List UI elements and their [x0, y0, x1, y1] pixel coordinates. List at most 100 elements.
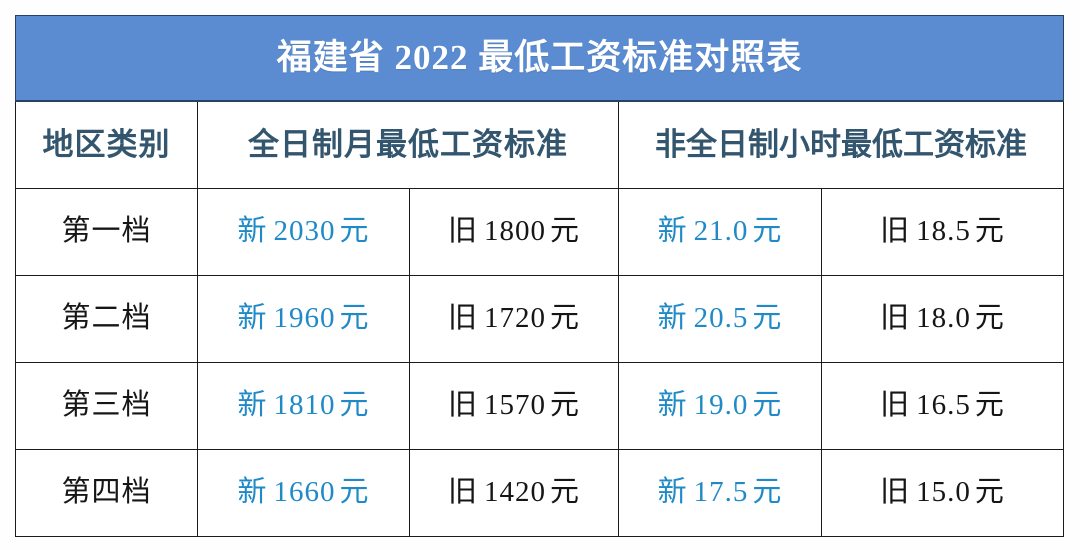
old-label: 旧 [880, 215, 911, 248]
table-row: 第四档 新 1660 元 旧 1420 元 新 17.5 元 旧 15.0 元 [15, 449, 1065, 537]
monthly-old-value: 旧 1800 元 [448, 215, 580, 247]
new-label: 新 [237, 476, 268, 509]
hourly-old-number: 18.5 [916, 215, 971, 248]
hourly-new-value: 新 20.5 元 [658, 302, 783, 334]
cell-hourly-new: 新 20.5 元 [618, 275, 822, 363]
hourly-new-unit: 元 [752, 476, 783, 509]
page-title: 福建省 2022 最低工资标准对照表 [276, 37, 803, 77]
hourly-new-unit: 元 [752, 389, 783, 422]
hourly-new-unit: 元 [752, 215, 783, 248]
column-header-region-label: 地区类别 [42, 127, 171, 163]
hourly-new-number: 17.5 [693, 476, 749, 509]
cell-monthly-new: 新 2030 元 [197, 188, 410, 276]
table-row: 第一档 新 2030 元 旧 1800 元 新 21.0 元 旧 18.5 元 [15, 188, 1065, 276]
column-header-region: 地区类别 [15, 100, 198, 189]
tier-label: 第三档 [61, 389, 152, 422]
minimum-wage-table: 福建省 2022 最低工资标准对照表 地区类别 全日制月最低工资标准 非全日制小… [14, 15, 1065, 537]
hourly-old-unit: 元 [974, 476, 1005, 509]
cell-monthly-old: 旧 1800 元 [409, 188, 619, 276]
cell-hourly-old: 旧 15.0 元 [820, 449, 1065, 537]
monthly-new-value: 新 2030 元 [237, 215, 369, 247]
new-label: 新 [237, 389, 268, 422]
monthly-new-unit: 元 [339, 476, 370, 509]
old-label: 旧 [880, 476, 911, 509]
monthly-old-number: 1800 [484, 215, 546, 248]
hourly-new-number: 21.0 [693, 215, 749, 248]
monthly-old-unit: 元 [550, 215, 581, 248]
monthly-new-number: 2030 [273, 215, 336, 248]
new-label: 新 [657, 215, 688, 248]
table-row: 第三档 新 1810 元 旧 1570 元 新 19.0 元 旧 16.5 元 [15, 362, 1065, 450]
cell-tier: 第一档 [15, 188, 198, 276]
hourly-new-unit: 元 [752, 302, 783, 335]
monthly-new-value: 新 1810 元 [237, 389, 369, 421]
monthly-old-value: 旧 1420 元 [448, 476, 580, 508]
hourly-old-number: 18.0 [916, 302, 971, 335]
monthly-new-unit: 元 [339, 215, 370, 248]
hourly-new-number: 20.5 [693, 302, 749, 335]
hourly-old-value: 旧 15.0 元 [880, 476, 1005, 508]
tier-label: 第四档 [61, 476, 152, 509]
column-header-hourly: 非全日制小时最低工资标准 [617, 100, 1065, 189]
cell-monthly-old: 旧 1570 元 [409, 362, 619, 450]
monthly-new-value: 新 1660 元 [237, 476, 369, 508]
cell-hourly-new: 新 21.0 元 [618, 188, 822, 276]
old-label: 旧 [447, 215, 478, 248]
cell-monthly-new: 新 1660 元 [197, 449, 410, 537]
table-header-row: 地区类别 全日制月最低工资标准 非全日制小时最低工资标准 [15, 100, 1065, 189]
column-header-monthly-label: 全日制月最低工资标准 [248, 127, 568, 163]
monthly-old-unit: 元 [550, 389, 581, 422]
old-label: 旧 [447, 389, 478, 422]
hourly-old-number: 15.0 [916, 476, 971, 509]
new-label: 新 [237, 302, 268, 335]
cell-tier: 第四档 [15, 449, 198, 537]
table-row: 第二档 新 1960 元 旧 1720 元 新 20.5 元 旧 18.0 元 [15, 275, 1065, 363]
column-header-hourly-label: 非全日制小时最低工资标准 [655, 127, 1028, 163]
monthly-new-unit: 元 [339, 389, 370, 422]
hourly-old-value: 旧 16.5 元 [880, 389, 1005, 421]
table-title-row: 福建省 2022 最低工资标准对照表 [14, 15, 1065, 102]
hourly-old-value: 旧 18.0 元 [880, 302, 1005, 334]
cell-hourly-new: 新 17.5 元 [618, 449, 822, 537]
cell-hourly-new: 新 19.0 元 [618, 362, 822, 450]
new-label: 新 [657, 302, 688, 335]
cell-tier: 第三档 [15, 362, 198, 450]
monthly-old-number: 1420 [484, 476, 546, 509]
tier-label: 第一档 [61, 215, 152, 248]
monthly-new-number: 1960 [273, 302, 336, 335]
column-header-monthly: 全日制月最低工资标准 [197, 100, 619, 189]
old-label: 旧 [880, 389, 911, 422]
tier-label: 第二档 [61, 302, 152, 335]
hourly-old-value: 旧 18.5 元 [880, 215, 1005, 247]
monthly-old-value: 旧 1720 元 [448, 302, 580, 334]
cell-monthly-new: 新 1960 元 [197, 275, 410, 363]
cell-tier: 第二档 [15, 275, 198, 363]
monthly-old-value: 旧 1570 元 [448, 389, 580, 421]
hourly-old-number: 16.5 [916, 389, 971, 422]
cell-hourly-old: 旧 18.0 元 [820, 275, 1065, 363]
hourly-new-value: 新 21.0 元 [658, 215, 783, 247]
cell-monthly-old: 旧 1720 元 [409, 275, 619, 363]
old-label: 旧 [447, 476, 478, 509]
new-label: 新 [657, 389, 688, 422]
new-label: 新 [657, 476, 688, 509]
monthly-old-unit: 元 [550, 302, 581, 335]
hourly-old-unit: 元 [974, 389, 1005, 422]
old-label: 旧 [880, 302, 911, 335]
cell-monthly-old: 旧 1420 元 [409, 449, 619, 537]
monthly-new-unit: 元 [339, 302, 370, 335]
hourly-old-unit: 元 [974, 302, 1005, 335]
monthly-new-number: 1660 [273, 476, 336, 509]
table-title-cell: 福建省 2022 最低工资标准对照表 [14, 15, 1065, 102]
old-label: 旧 [447, 302, 478, 335]
monthly-new-value: 新 1960 元 [237, 302, 369, 334]
cell-monthly-new: 新 1810 元 [197, 362, 410, 450]
hourly-new-number: 19.0 [693, 389, 749, 422]
monthly-old-number: 1570 [484, 389, 546, 422]
hourly-new-value: 新 17.5 元 [658, 476, 783, 508]
cell-hourly-old: 旧 16.5 元 [820, 362, 1065, 450]
monthly-old-number: 1720 [484, 302, 546, 335]
hourly-old-unit: 元 [974, 215, 1005, 248]
cell-hourly-old: 旧 18.5 元 [820, 188, 1065, 276]
